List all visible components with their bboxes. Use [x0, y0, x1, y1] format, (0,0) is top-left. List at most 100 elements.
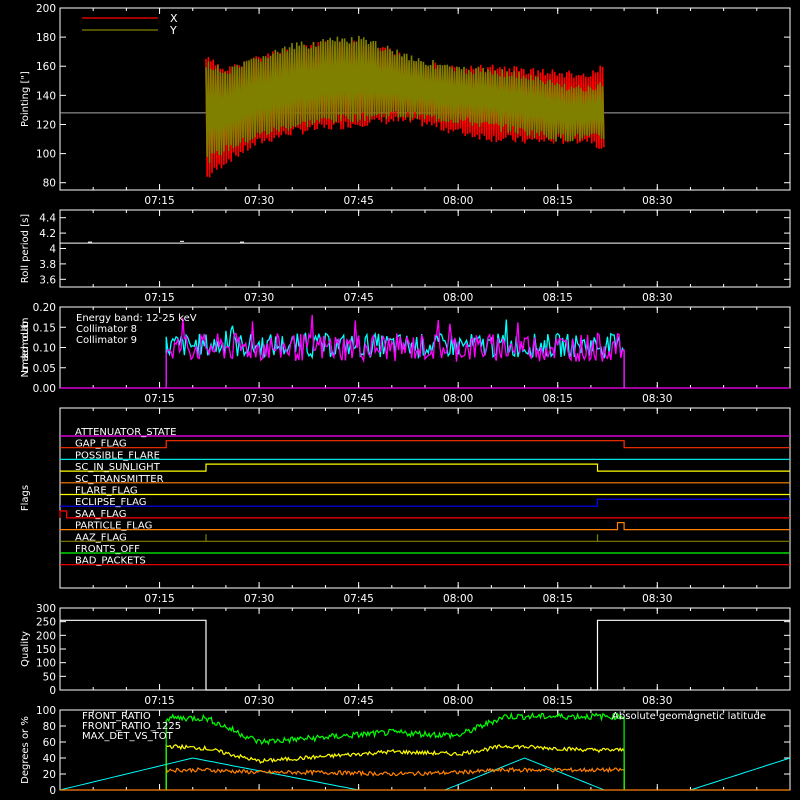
x-tick-label: 08:00: [443, 695, 473, 707]
y-tick-label: 100: [36, 149, 56, 161]
series-line-geomagnetic-latitude: [59, 757, 791, 791]
x-tick-label: 07:15: [144, 292, 174, 304]
y-tick-label: 3.8: [39, 259, 56, 271]
series-line-FRONT_RATIO: [165, 743, 625, 791]
quality-line: [60, 619, 790, 691]
x-tick-label: 08:15: [543, 195, 573, 207]
flag-line: [60, 522, 790, 531]
x-tick-label: 08:30: [642, 695, 672, 707]
y-axis-label: Normalized modulation: [20, 318, 31, 378]
x-tick-label: 07:30: [244, 393, 274, 405]
flag-label: POSSIBLE_FLARE: [75, 450, 160, 461]
panel-modulation: 07:15 07:30 07:45 08:00 08:15 08:30 Normalized…: [20, 302, 791, 405]
y-tick-label: 100: [36, 658, 56, 670]
flag-label: SC_IN_SUNLIGHT: [75, 462, 161, 473]
y-tick-label: 0.05: [33, 363, 56, 375]
x-tick-label: 08:30: [642, 593, 672, 605]
x-tick-label: 08:15: [543, 292, 573, 304]
y-tick-label: 0.20: [33, 302, 56, 314]
x-tick-label: 08:00: [443, 593, 473, 605]
y-tick-label: 0.00: [33, 383, 56, 395]
flag-label: SAA_FLAG: [75, 509, 126, 520]
y-tick-label: 120: [36, 119, 56, 131]
flag-label: SC_TRANSMITTER: [75, 474, 164, 485]
y-axis-label: Flags: [20, 485, 31, 511]
y-tick-label: 140: [36, 90, 56, 102]
flag-line: [60, 498, 790, 507]
x-tick-label: 07:30: [244, 695, 274, 707]
flag-label: PARTICLE_FLAG: [75, 521, 152, 532]
y-tick-label: 0.10: [33, 343, 56, 355]
series-line-Y: [205, 35, 605, 164]
y-tick-label: 150: [36, 644, 56, 656]
y-tick-label: 4.2: [39, 228, 56, 240]
x-tick-label: 07:45: [344, 195, 374, 207]
y-tick-label: 4.4: [39, 213, 56, 225]
flag-line: [60, 534, 790, 542]
y-tick-label: 200: [36, 630, 56, 642]
y-tick-label: 250: [36, 617, 56, 629]
x-tick-label: 08:30: [642, 195, 672, 207]
y-tick-label: 50: [43, 671, 56, 683]
x-tick-label: 08:00: [443, 393, 473, 405]
x-tick-label: 07:45: [344, 695, 374, 707]
y-tick-label: 40: [43, 753, 56, 765]
y-axis-label: Pointing ["]: [20, 71, 31, 127]
legend-label: FRONT_RATIO: [82, 711, 151, 722]
y-tick-label: 100: [36, 705, 56, 717]
flag-label: AAZ_FLAG: [75, 532, 127, 543]
panel-quality: 07:15 07:30 07:45 08:00 08:15 08:30 Quality 0 50…: [20, 603, 791, 707]
legend-label: Energy band: 12-25 keV: [76, 313, 197, 324]
y-tick-label: 4: [49, 244, 56, 256]
panel-pointing: 07:15 07:30 07:45 08:00 08:15 08:30 Pointing […: [20, 3, 791, 207]
y-tick-label: 300: [36, 603, 56, 615]
flag-label: BAD_PACKETS: [75, 556, 146, 567]
panel-roll: 07:15 07:30 07:45 08:00 08:15 08:30 Roll perio…: [20, 209, 791, 304]
x-tick-label: 07:30: [244, 195, 274, 207]
y-axis-label: Degrees or %: [20, 716, 31, 784]
flag-line: [60, 463, 790, 472]
x-tick-label: 08:00: [443, 195, 473, 207]
x-tick-label: 07:15: [144, 195, 174, 207]
x-tick-label: 08:30: [642, 292, 672, 304]
y-tick-label: 80: [43, 721, 56, 733]
y-tick-label: 60: [43, 737, 56, 749]
x-tick-label: 08:15: [543, 393, 573, 405]
legend-label: Y: [169, 24, 177, 37]
series-line-MAX_DET_VS_TOT: [165, 766, 625, 791]
x-tick-label: 08:15: [543, 593, 573, 605]
legend-label: Absolute geomagnetic latitude: [612, 711, 766, 722]
y-tick-label: 180: [36, 32, 56, 44]
plot-frame: [59, 209, 791, 288]
x-tick-label: 08:30: [642, 393, 672, 405]
x-tick-label: 07:45: [344, 593, 374, 605]
y-tick-label: 0: [49, 685, 56, 697]
flag-label: ECLIPSE_FLAG: [75, 497, 146, 508]
flag-label: FLARE_FLAG: [75, 486, 138, 497]
x-tick-label: 07:45: [344, 292, 374, 304]
flag-label: FRONTS_OFF: [75, 544, 140, 555]
legend-label: MAX_DET_VS_TOT: [82, 731, 174, 742]
y-tick-label: 80: [43, 178, 56, 190]
x-tick-label: 07:45: [344, 393, 374, 405]
x-tick-label: 07:15: [144, 593, 174, 605]
y-tick-label: 160: [36, 61, 56, 73]
y-tick-label: 20: [43, 769, 56, 781]
x-tick-label: 07:15: [144, 695, 174, 707]
x-tick-label: 07:30: [244, 593, 274, 605]
panel-front_ratio: Degrees or % 0 20 40 60 80 100 FRONT_RATIOFRONT…: [20, 705, 791, 797]
y-axis-label: Quality: [20, 631, 31, 667]
flag-line: [60, 440, 790, 449]
y-axis-label: Roll period [s]: [20, 214, 31, 283]
x-tick-label: 08:15: [543, 695, 573, 707]
y-tick-label: 200: [36, 3, 56, 15]
x-tick-label: 07:15: [144, 393, 174, 405]
panel-flags: 07:15 07:30 07:45 08:00 08:15 08:30 Flags ATTEN…: [20, 407, 791, 605]
flag-line: [59, 510, 790, 519]
legend-label: FRONT_RATIO_1225: [82, 721, 181, 732]
legend-label: X: [170, 12, 178, 25]
flag-label: GAP_FLAG: [75, 439, 127, 450]
legend-label: Collimator 9: [76, 335, 137, 346]
series-line-FRONT_RATIO_1225: [165, 711, 625, 791]
